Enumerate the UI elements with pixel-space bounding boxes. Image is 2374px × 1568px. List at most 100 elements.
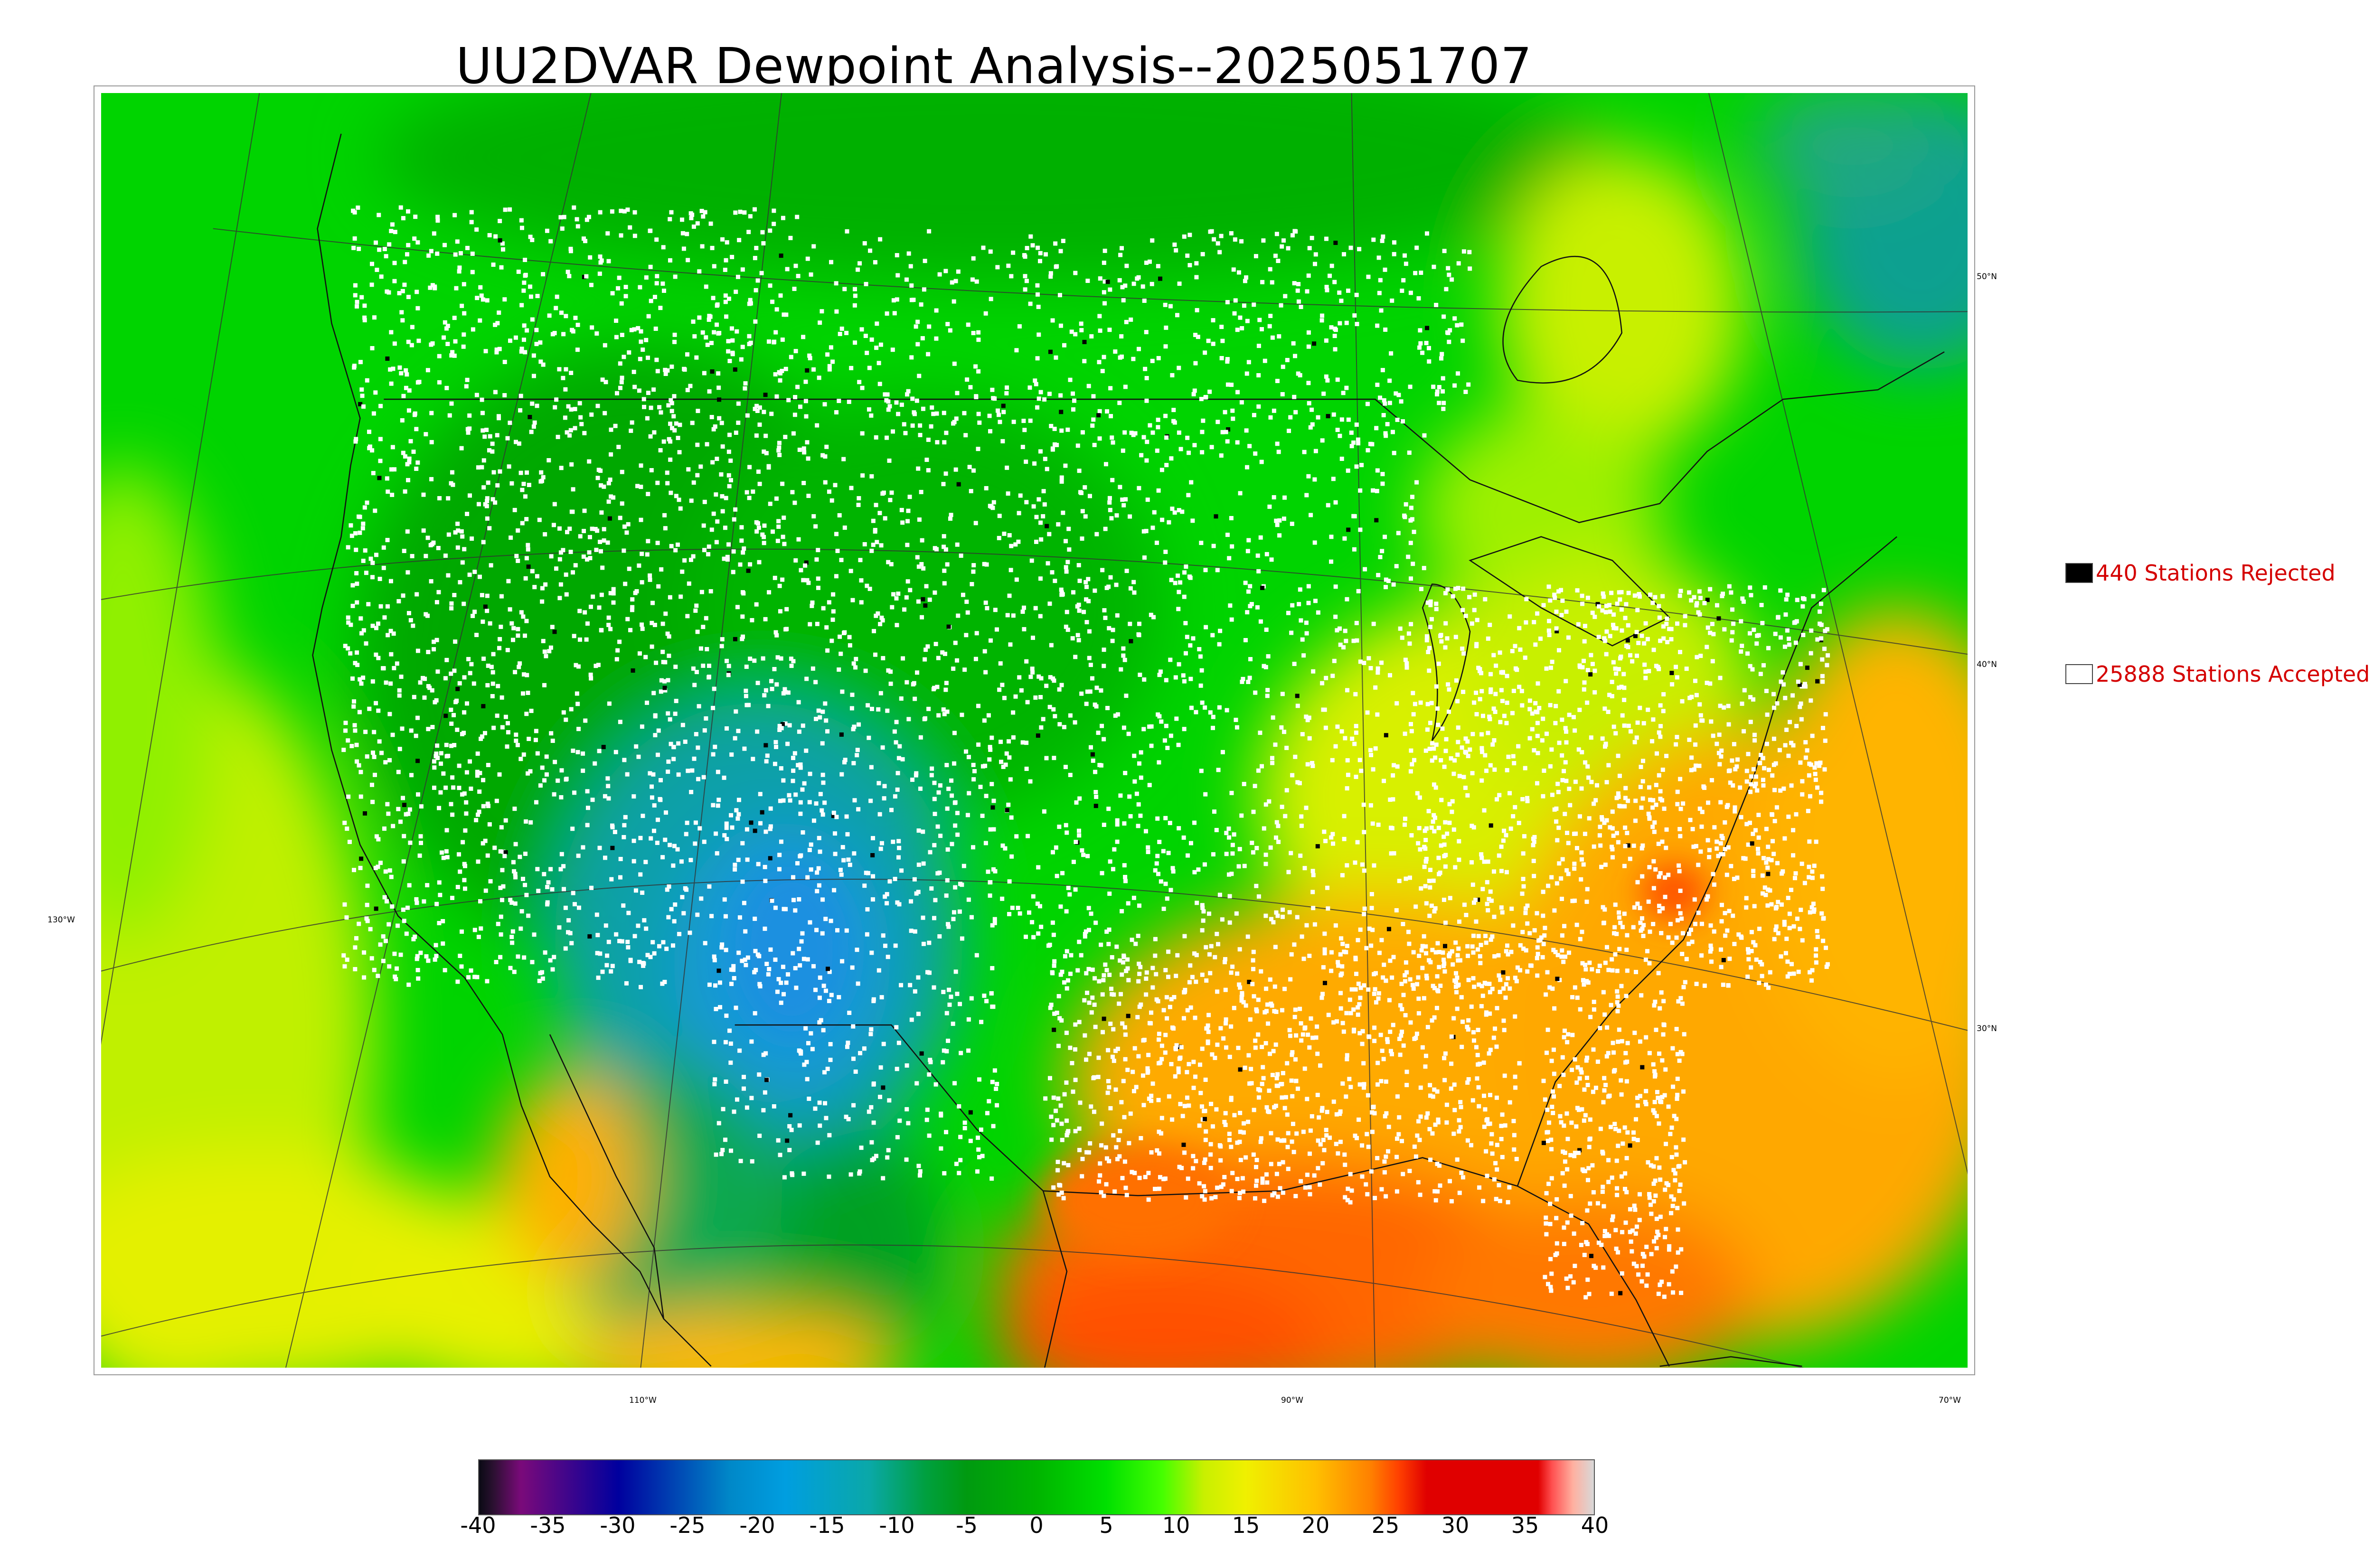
station-marker (1006, 263, 1011, 268)
station-marker (1559, 588, 1564, 592)
station-marker (495, 714, 499, 718)
station-marker (1122, 430, 1127, 435)
station-marker (873, 260, 877, 264)
station-marker (1825, 663, 1829, 667)
station-marker (449, 802, 453, 807)
station-marker (1065, 628, 1070, 632)
station-marker (1819, 911, 1824, 916)
station-marker (1614, 831, 1619, 836)
station-marker (853, 340, 857, 345)
station-marker (1505, 700, 1509, 705)
station-marker (1047, 532, 1052, 536)
station-marker (1424, 341, 1429, 346)
station-marker (1230, 851, 1235, 856)
station-marker (1395, 764, 1400, 769)
station-marker (552, 331, 557, 336)
station-marker (382, 895, 387, 900)
station-marker (1326, 906, 1330, 911)
station-marker (686, 467, 691, 472)
station-marker (955, 658, 960, 663)
station-marker (1525, 903, 1530, 908)
station-marker (1163, 413, 1168, 418)
station-marker (1751, 869, 1756, 873)
station-marker (581, 554, 586, 559)
station-marker (896, 412, 901, 416)
station-marker (1017, 911, 1022, 916)
station-marker (371, 471, 376, 476)
station-marker (610, 825, 615, 829)
station-marker (875, 321, 879, 326)
station-marker (684, 887, 689, 892)
station-marker (749, 820, 754, 825)
station-marker (849, 486, 854, 490)
station-marker (485, 516, 490, 521)
station-marker (1574, 922, 1579, 927)
station-marker (766, 704, 771, 708)
station-marker (1306, 584, 1311, 589)
station-marker (558, 582, 563, 587)
station-marker (460, 560, 465, 565)
station-marker (1577, 707, 1582, 712)
station-marker (1117, 401, 1122, 405)
station-marker (1602, 820, 1607, 825)
station-marker (1149, 1093, 1154, 1098)
station-marker (1338, 433, 1342, 438)
station-marker (1438, 634, 1443, 638)
station-marker (581, 845, 585, 850)
station-marker (936, 790, 941, 795)
station-marker (869, 474, 874, 479)
station-marker (1187, 451, 1191, 455)
station-marker (1258, 731, 1262, 735)
station-marker (834, 309, 839, 314)
station-marker (1669, 627, 1674, 631)
station-marker (1150, 526, 1155, 530)
station-marker (1601, 905, 1605, 910)
station-marker (643, 655, 648, 659)
station-marker (467, 573, 472, 577)
station-marker (1150, 358, 1155, 363)
station-marker (733, 867, 737, 872)
station-marker (711, 803, 716, 807)
station-marker (703, 210, 707, 215)
station-marker (368, 927, 373, 931)
station-marker (1535, 956, 1539, 960)
station-marker (1324, 374, 1328, 379)
station-marker (1162, 738, 1167, 743)
station-marker (942, 581, 947, 586)
station-marker (733, 637, 737, 641)
station-marker (640, 580, 644, 585)
station-marker (371, 411, 376, 416)
station-marker (516, 558, 520, 563)
station-marker (621, 903, 626, 908)
station-marker (853, 293, 857, 298)
station-marker (1177, 826, 1181, 831)
station-marker (1354, 464, 1359, 469)
station-marker (1352, 313, 1357, 318)
station-marker (498, 637, 502, 641)
station-marker (865, 932, 869, 937)
station-marker (720, 444, 725, 449)
station-marker (1607, 693, 1612, 697)
station-marker (783, 721, 788, 726)
station-marker (576, 854, 581, 858)
station-marker (959, 554, 963, 558)
station-marker (1587, 816, 1592, 821)
station-marker (639, 485, 643, 489)
station-marker (1225, 708, 1229, 713)
station-marker (1172, 420, 1177, 425)
station-marker (930, 766, 934, 771)
station-marker (889, 490, 894, 495)
station-marker (663, 810, 668, 815)
station-marker (1527, 707, 1532, 712)
station-marker (841, 858, 846, 863)
station-marker (1476, 897, 1480, 902)
station-marker (808, 622, 812, 627)
station-marker (693, 820, 698, 825)
station-marker (1266, 654, 1271, 659)
station-marker (1214, 514, 1218, 519)
station-marker (518, 394, 523, 398)
station-marker (1310, 763, 1315, 768)
station-marker (425, 883, 430, 888)
station-marker (1723, 847, 1727, 852)
station-marker (1130, 938, 1134, 942)
